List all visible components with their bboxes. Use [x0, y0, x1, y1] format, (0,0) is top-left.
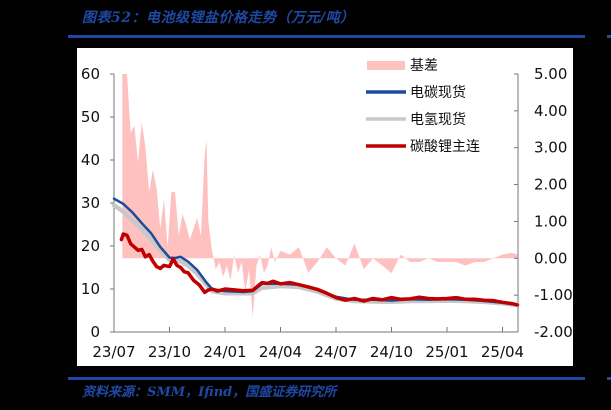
footer-rule-tail: [607, 377, 611, 380]
x-tick-label: 25/01: [425, 343, 468, 361]
basis-area-path: [122, 74, 518, 318]
legend-label: 碳酸锂主连: [410, 139, 480, 155]
x-tick-label: 24/10: [370, 343, 413, 361]
price-lines: [111, 197, 520, 308]
chart-title: 图表52：电池级锂盐价格走势（万元/吨）: [82, 10, 355, 26]
x-tick-label: 24/01: [203, 343, 246, 361]
title-rule-tail: [607, 35, 611, 38]
footer-rule: [68, 377, 585, 380]
x-tick-label: 24/04: [259, 343, 302, 361]
right-tick-label: 1.00: [534, 212, 567, 230]
left-tick-label: 50: [81, 108, 100, 126]
left-tick-label: 20: [81, 237, 100, 255]
series-line: [119, 232, 520, 307]
x-tick-label: 25/04: [481, 343, 524, 361]
title-rule: [68, 35, 585, 38]
right-tick-label: -2.00: [534, 323, 573, 341]
x-tick-label: 23/07: [92, 343, 135, 361]
x-tick-label: 24/07: [314, 343, 357, 361]
left-tick-label: 30: [81, 194, 100, 212]
right-tick-label: -1.00: [534, 286, 573, 304]
left-tick-label: 40: [81, 151, 100, 169]
legend-swatch-basis: [367, 61, 405, 70]
legend-label: 电碳现货: [410, 84, 466, 101]
x-tick-label: 23/10: [148, 343, 191, 361]
right-tick-label: 4.00: [534, 102, 567, 120]
right-tick-label: 5.00: [534, 65, 567, 83]
axes: 0 10 20 30 40 50 60 -2.00 -1.00 0.00 1.00 2.00 3.00 4…: [81, 65, 573, 361]
legend-label: 电氢现货: [410, 111, 466, 128]
right-tick-label: 0.00: [534, 249, 567, 267]
chart-panel: [77, 48, 573, 366]
right-tick-label: 3.00: [534, 139, 567, 157]
left-tick-label: 10: [81, 280, 100, 298]
source-note: 资料来源：SMM，Ifind，国盛证券研究所: [82, 385, 337, 400]
basis-area: [122, 74, 518, 318]
right-tick-label: 2.00: [534, 176, 567, 194]
left-tick-label: 60: [81, 65, 100, 83]
legend-label: 基差: [410, 57, 438, 74]
left-tick-label: 0: [90, 323, 100, 341]
